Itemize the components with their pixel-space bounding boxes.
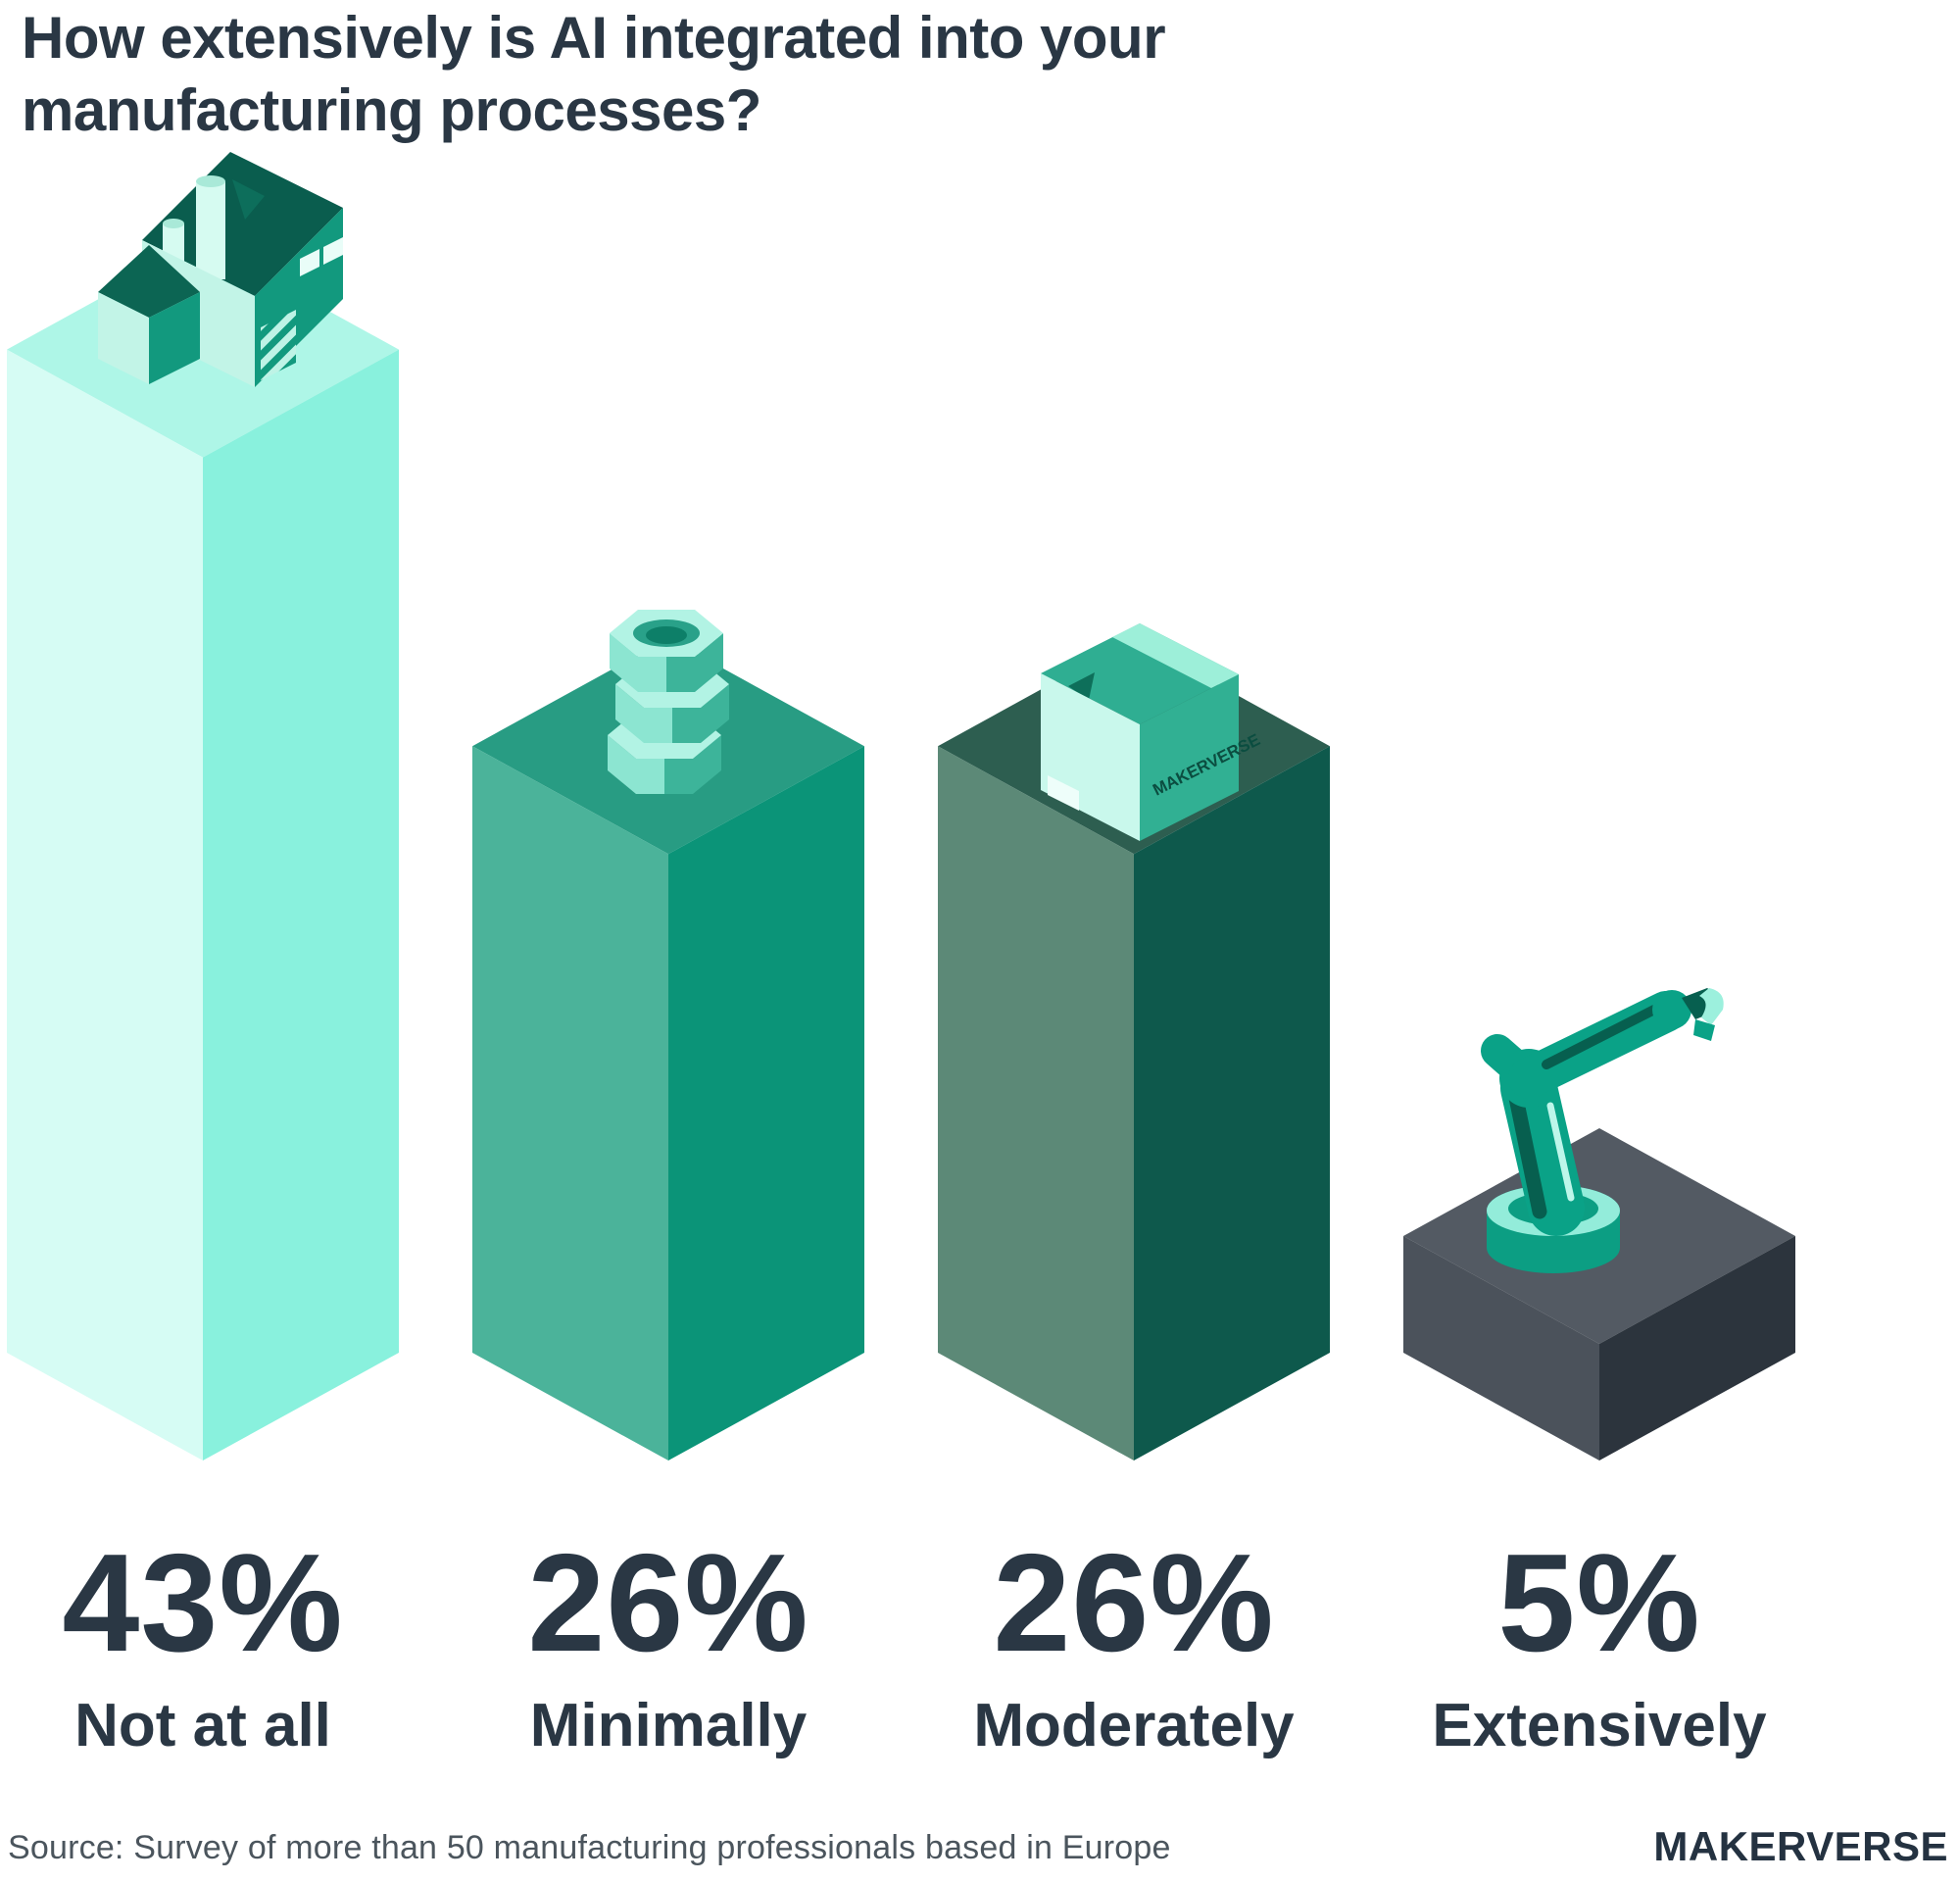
nut-side: [666, 633, 723, 692]
box-right-face: [1140, 674, 1239, 841]
robot-lower-arm: [1500, 1060, 1585, 1236]
bar-extensively-left-face: [1403, 1236, 1599, 1461]
factory-roof: [142, 152, 343, 296]
box-label-sticker: [1048, 775, 1079, 811]
bar-value-label: 26%: [527, 1525, 809, 1681]
bar-minimally-right-face: [668, 746, 864, 1461]
nut-side: [610, 633, 666, 692]
factory-vent: [261, 310, 296, 380]
bolt-nuts-icon: [608, 610, 729, 794]
factory-annex-front-wall: [149, 292, 200, 384]
factory-icon: [98, 152, 343, 387]
robot-gripper-finger: [1693, 1019, 1715, 1041]
factory-roof-notch: [232, 179, 265, 220]
bar-value-label: 5%: [1497, 1525, 1701, 1681]
robot-wrist-joint: [1652, 990, 1691, 1029]
nut-side: [672, 684, 729, 743]
makerverse-logo: MAKERVERSE: [1653, 1823, 1948, 1869]
box-top-notch: [1068, 672, 1095, 700]
factory-chimney-large-top: [196, 175, 225, 187]
bar-category-label: Extensively: [1432, 1691, 1767, 1759]
bar-category-label: Minimally: [529, 1691, 808, 1759]
factory-annex-left-wall: [98, 292, 149, 384]
factory-window: [300, 249, 319, 276]
factory-chimney-small-top: [163, 219, 184, 228]
robot-lower-arm-shadow: [1508, 1090, 1547, 1219]
bar-label-not-at-all: 43% Not at all: [0, 1525, 497, 1760]
source-note: Source: Survey of more than 50 manufactu…: [8, 1829, 1171, 1866]
bar-category-label: Not at all: [74, 1691, 331, 1759]
box-top-flap: [1112, 623, 1239, 688]
box-top: [1041, 623, 1239, 724]
factory-window: [323, 237, 343, 265]
nut-side: [615, 684, 672, 743]
bar-value-label: 43%: [62, 1525, 344, 1681]
bar-label-moderately: 26% Moderately: [840, 1525, 1428, 1760]
bar-label-minimally: 26% Minimally: [374, 1525, 962, 1760]
nut-side: [664, 735, 721, 794]
bar-moderately-right-face: [1134, 746, 1330, 1461]
bar-category-label: Moderately: [973, 1691, 1295, 1759]
nut-side: [608, 735, 664, 794]
bar-value-label: 26%: [993, 1525, 1275, 1681]
nut-hole-inner: [646, 626, 687, 644]
robot-arm-icon: [1481, 988, 1724, 1273]
bar-label-extensively: 5% Extensively: [1305, 1525, 1893, 1760]
factory-chimney-large: [196, 181, 225, 279]
robot-boom-shadow: [1542, 1005, 1659, 1069]
bar-moderately-left-face: [938, 746, 1134, 1461]
factory-annex-roof: [98, 245, 200, 318]
bar-minimally-left-face: [472, 746, 668, 1461]
bar-not-at-all-right-face: [203, 349, 399, 1461]
robot-gripper-light: [1699, 988, 1724, 1025]
robot-lower-arm-highlight: [1546, 1102, 1575, 1202]
isometric-bars: [7, 241, 1795, 1461]
bar-extensively-right-face: [1599, 1236, 1795, 1461]
chart-title: How extensively is AI integrated into yo…: [22, 5, 1166, 143]
makerverse-box-icon: MAKERVERSE: [1041, 623, 1263, 841]
bar-not-at-all-left-face: [7, 349, 203, 1461]
